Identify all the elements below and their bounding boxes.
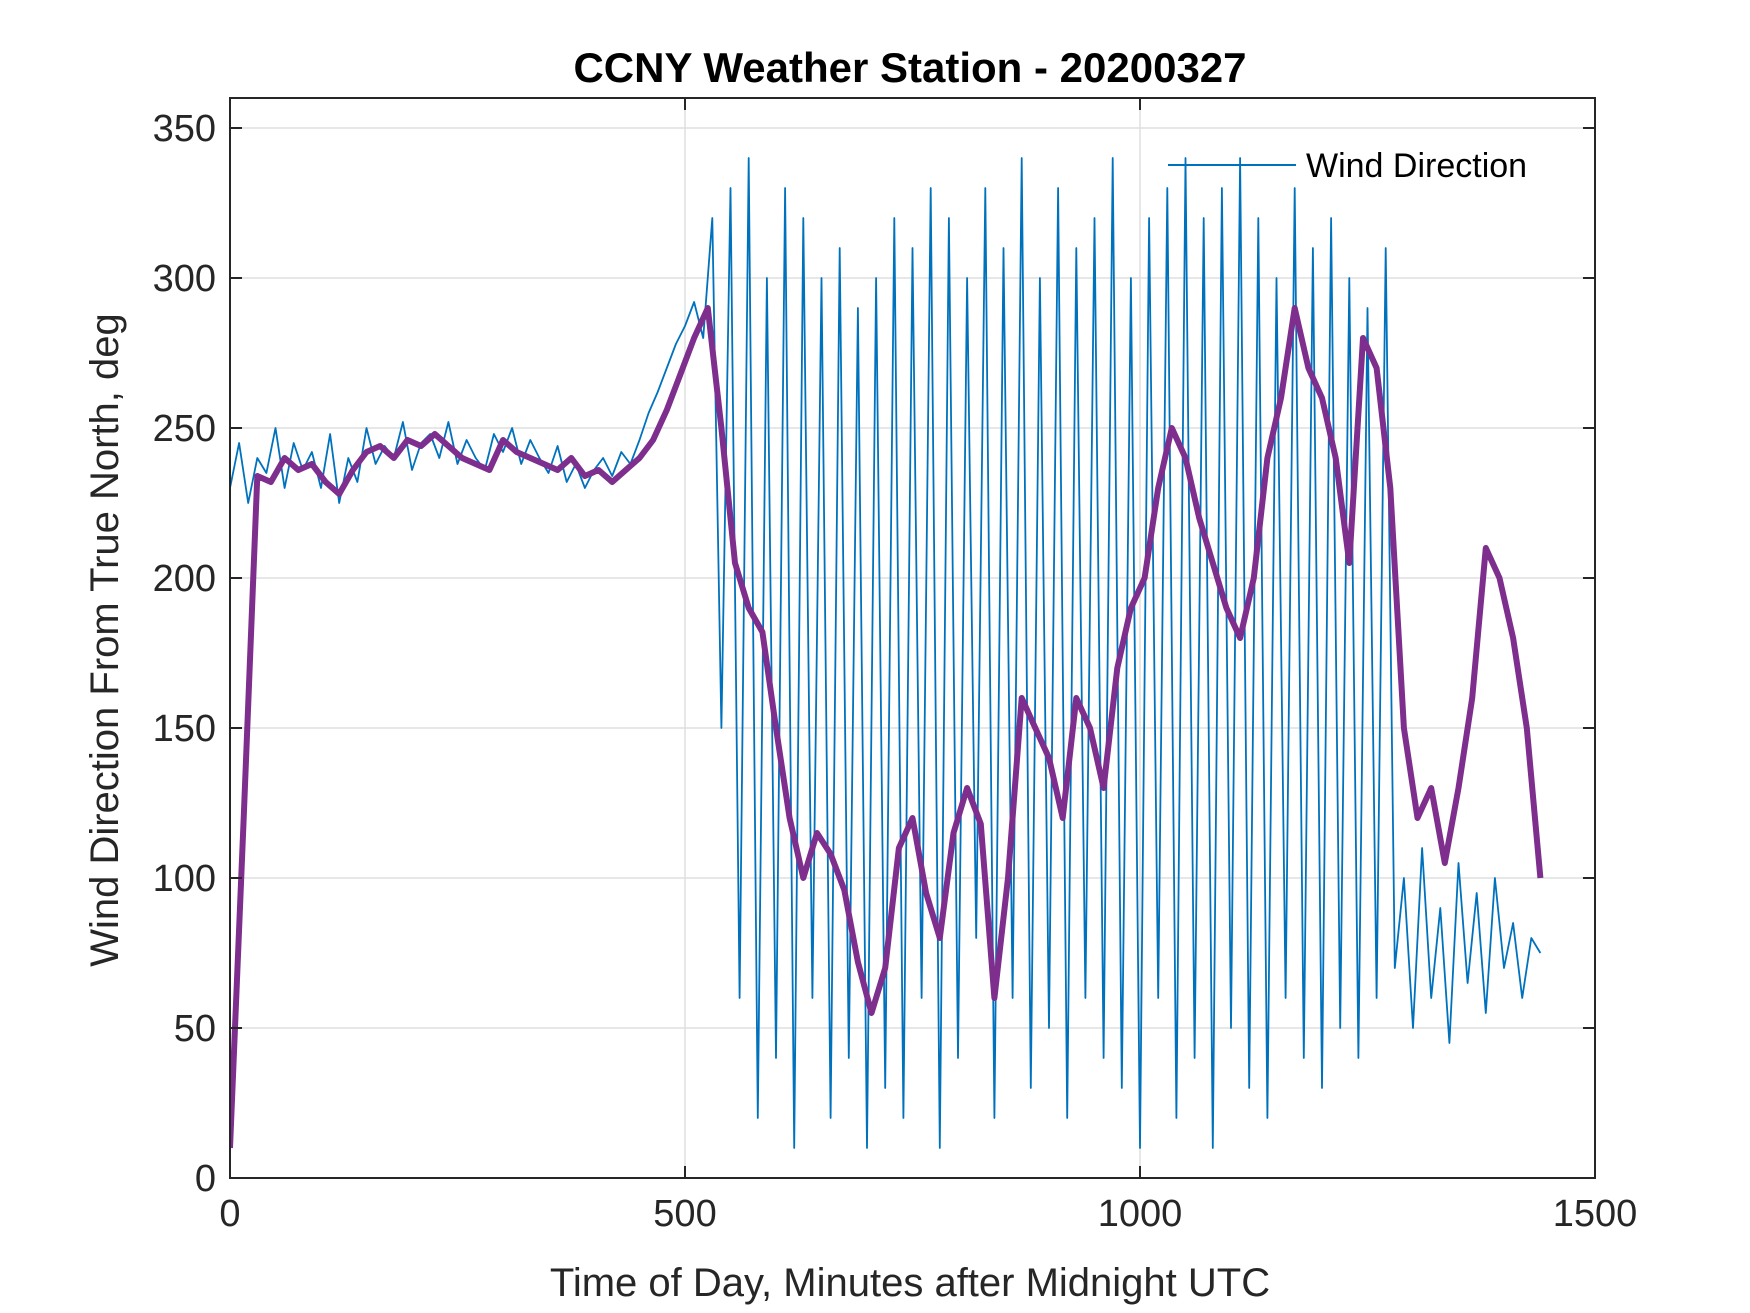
x-tick-label: 500 <box>653 1193 716 1235</box>
y-axis-label: Wind Direction From True North, deg <box>83 313 127 967</box>
grid <box>230 98 1595 1178</box>
axes <box>229 97 1596 1179</box>
y-tick-label: 300 <box>153 258 216 300</box>
x-axis-label: Time of Day, Minutes after Midnight UTC <box>550 1261 1270 1305</box>
ticks: 0 500 1000 1500 0 50 100 150 200 250 300 350 <box>153 98 1638 1235</box>
y-tick-label: 350 <box>153 108 216 150</box>
y-tick-label: 250 <box>153 408 216 450</box>
smoothed-series-line <box>230 305 1544 1149</box>
y-tick-label: 150 <box>153 708 216 750</box>
chart-title: CCNY Weather Station - 20200327 <box>573 44 1246 91</box>
x-tick-label: 1500 <box>1553 1193 1638 1235</box>
y-tick-label: 50 <box>174 1008 216 1050</box>
y-tick-label: 0 <box>195 1158 216 1200</box>
legend: Wind Direction <box>1168 147 1527 185</box>
axes-box <box>229 97 1596 1179</box>
legend-label: Wind Direction <box>1306 147 1527 185</box>
y-tick-label: 200 <box>153 558 216 600</box>
x-tick-label: 0 <box>219 1193 240 1235</box>
wind-direction-series-line <box>230 157 1542 1149</box>
y-tick-label: 100 <box>153 858 216 900</box>
x-tick-label: 1000 <box>1098 1193 1183 1235</box>
